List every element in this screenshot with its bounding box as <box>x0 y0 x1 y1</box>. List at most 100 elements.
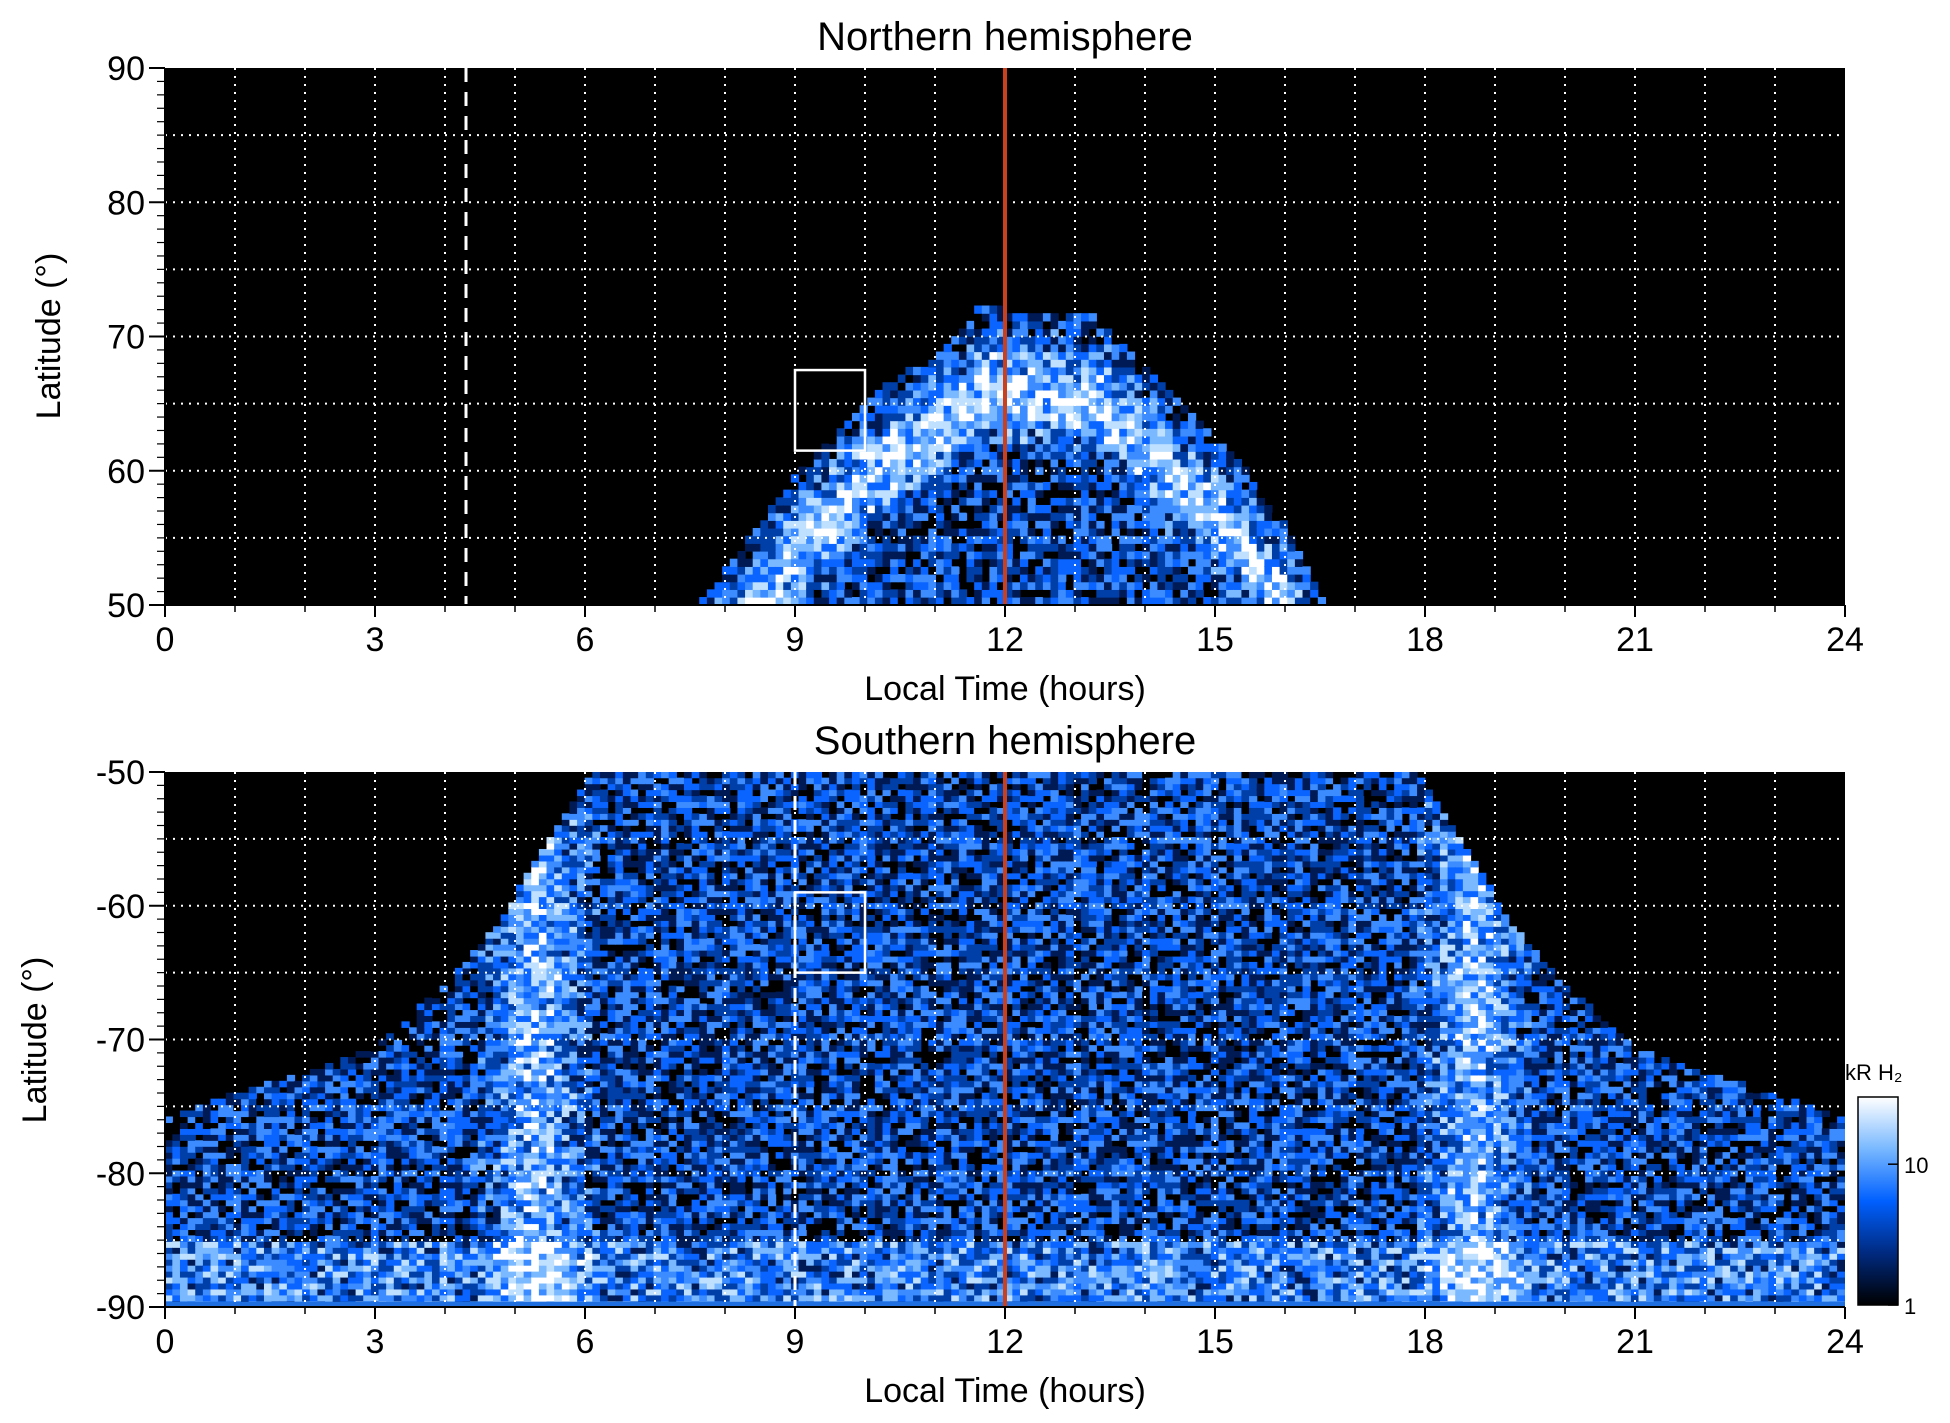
heatmap-cell <box>1103 405 1113 414</box>
heatmap-cell <box>844 466 853 475</box>
heatmap-cell <box>813 504 823 514</box>
heatmap-cell <box>393 1187 403 1195</box>
heatmap-cell <box>943 435 952 445</box>
heatmap-cell <box>233 1187 242 1195</box>
heatmap-cell <box>1035 504 1044 514</box>
heatmap-cell <box>409 1110 418 1118</box>
heatmap-cell <box>165 1146 173 1153</box>
heatmap-cell <box>554 837 563 844</box>
heatmap-cell <box>1119 574 1128 583</box>
heatmap-cell <box>1210 481 1220 491</box>
heatmap-cell <box>1310 581 1319 590</box>
heatmap-cell <box>1111 435 1120 445</box>
heatmap-cell <box>920 489 929 498</box>
heatmap-cell <box>1035 543 1044 552</box>
heatmap-cell <box>584 1080 593 1088</box>
heatmap-cell <box>592 789 601 797</box>
heatmap-cell <box>241 1122 250 1129</box>
heatmap-cell <box>1279 589 1288 598</box>
heatmap-cell <box>1050 512 1059 521</box>
heatmap-cell <box>561 950 571 957</box>
heatmap-cell <box>248 1205 257 1213</box>
heatmap-cell <box>485 1045 494 1052</box>
heatmap-cell <box>416 1199 425 1207</box>
heatmap-cell <box>500 1104 509 1112</box>
heatmap-cell <box>615 1265 624 1272</box>
heatmap-cell <box>233 1128 242 1135</box>
heatmap-cell <box>1042 535 1052 544</box>
heatmap-cell <box>500 1259 509 1266</box>
heatmap-cell <box>615 1229 624 1236</box>
heatmap-cell <box>416 1074 425 1082</box>
heatmap-cell <box>981 535 991 544</box>
heatmap-cell <box>462 973 471 981</box>
heatmap-cell <box>271 1134 280 1141</box>
heatmap-cell <box>775 574 784 583</box>
heatmap-cell <box>989 336 998 345</box>
heatmap-cell <box>1103 389 1113 399</box>
heatmap-cell <box>1065 359 1075 368</box>
heatmap-cell <box>309 1122 319 1129</box>
heatmap-cell <box>920 435 929 445</box>
heatmap-cell <box>1004 359 1013 368</box>
heatmap-cell <box>515 1199 525 1207</box>
heatmap-cell <box>409 1193 418 1201</box>
heatmap-cell <box>1126 543 1136 552</box>
heatmap-cell <box>592 890 601 898</box>
heatmap-cell <box>500 1086 509 1094</box>
heatmap-cell <box>974 481 983 491</box>
heatmap-cell <box>1256 558 1265 567</box>
heatmap-cell <box>470 985 479 993</box>
heatmap-cell <box>1103 589 1113 598</box>
heatmap-cell <box>1226 481 1235 491</box>
heatmap-cell <box>470 1229 479 1236</box>
heatmap-cell <box>378 1116 387 1124</box>
heatmap-cell <box>561 825 571 832</box>
heatmap-cell <box>554 890 563 898</box>
heatmap-cell <box>890 497 899 506</box>
heatmap-cell <box>874 581 884 590</box>
heatmap-cell <box>599 1175 609 1183</box>
heatmap-cell <box>554 1217 563 1225</box>
heatmap-cell <box>538 1062 548 1070</box>
heatmap-cell <box>874 504 884 514</box>
heatmap-cell <box>1126 589 1136 598</box>
heatmap-cell <box>378 1128 387 1135</box>
heatmap-cell <box>1165 397 1174 406</box>
heatmap-cell <box>1172 481 1181 491</box>
heatmap-cell <box>1142 520 1151 529</box>
heatmap-cell <box>790 558 800 567</box>
heatmap-cell <box>347 1294 357 1302</box>
heatmap-cell <box>577 1294 586 1302</box>
heatmap-cell <box>523 1175 532 1183</box>
heatmap-cell <box>263 1086 273 1094</box>
heatmap-cell <box>897 589 907 598</box>
heatmap-cell <box>1012 527 1021 537</box>
heatmap-cell <box>851 581 861 590</box>
heatmap-cell <box>393 1288 403 1296</box>
heatmap-cell <box>210 1152 219 1159</box>
heatmap-cell <box>493 955 502 963</box>
heatmap-cell <box>913 366 922 376</box>
heatmap-cell <box>515 920 525 927</box>
chart-title: Northern hemisphere <box>817 15 1193 59</box>
heatmap-cell <box>974 443 983 452</box>
heatmap-cell <box>1035 574 1044 583</box>
heatmap-cell <box>615 1033 624 1040</box>
heatmap-cell <box>286 1223 296 1231</box>
heatmap-cell <box>813 474 823 483</box>
heatmap-cell <box>569 1146 578 1153</box>
heatmap-cell <box>592 1259 601 1266</box>
heatmap-cell <box>195 1164 204 1171</box>
heatmap-cell <box>1157 589 1166 598</box>
heatmap-cell <box>355 1187 364 1195</box>
heatmap-cell <box>546 866 555 874</box>
heatmap-cell <box>1195 566 1204 575</box>
grid <box>165 68 1845 605</box>
heatmap-cell <box>263 1247 273 1254</box>
heatmap-cell <box>569 1110 578 1118</box>
heatmap-cell <box>561 1217 571 1225</box>
heatmap-cell <box>577 914 586 921</box>
heatmap-cell <box>309 1271 319 1278</box>
heatmap-cell <box>920 535 929 544</box>
